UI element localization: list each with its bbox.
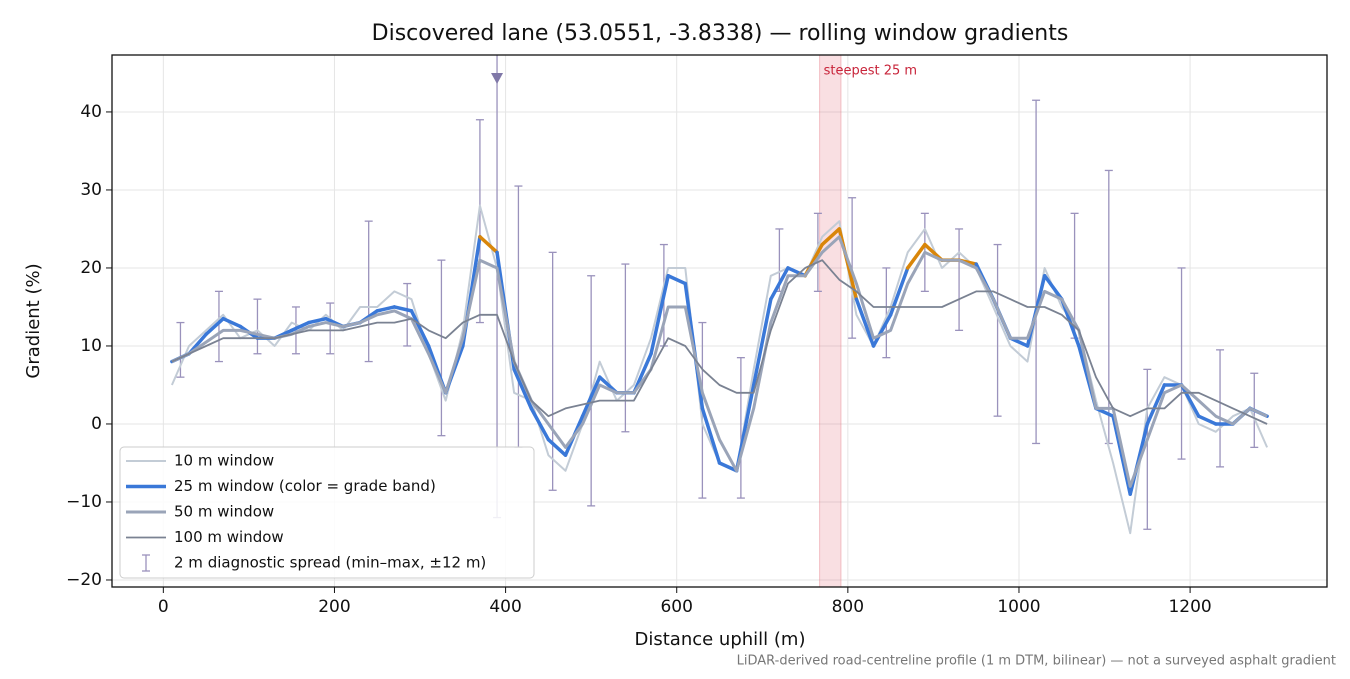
series-line-segment [751,297,773,387]
error-bar [621,263,630,433]
series-line-segment [221,316,243,329]
error-bar [993,243,1002,417]
error-bar [736,357,745,499]
series-line-segment [478,235,499,255]
error-bar [326,302,335,355]
x-tick-label: 200 [318,597,350,617]
highlight-band [819,55,842,587]
series-line-segment [666,274,688,286]
y-tick-label: −20 [66,570,102,590]
x-tick-label: 400 [489,597,521,617]
y-tick-label: −10 [66,492,102,512]
axes-frame [111,54,1328,588]
x-tick-label: 800 [832,597,864,617]
series-line-segment [307,316,328,325]
legend-label: 50 m window [174,503,274,521]
series-line-segment [546,437,568,457]
series-line-segment [512,367,534,411]
y-tick-label: 30 [80,180,102,200]
series-line-segment [632,352,653,395]
series-line-segment [820,227,842,247]
series-line-segment [649,274,670,356]
series-line-segment [905,242,927,270]
y-tick-label: 20 [80,258,102,278]
x-tick-label: 1000 [997,597,1040,617]
error-bar [955,228,964,332]
highlight-label: steepest 25 m [824,64,917,79]
legend-box [119,446,535,579]
series-line-segment [1042,274,1064,301]
y-axis-label: Gradient (%) [23,263,44,378]
series-line-segment [289,320,311,333]
y-tick-label: 0 [91,414,102,434]
series-line-segment [1196,414,1218,426]
series-line-segment [700,406,722,465]
error-bar [403,282,412,347]
series-line-segment [854,297,876,348]
chart-title: Discovered lane (53.0551, -3.8338) — rol… [372,21,1069,46]
series-line [171,259,1268,425]
series-line-segment [717,461,739,473]
error-bar [291,306,300,355]
series-line [171,235,1268,488]
series-line-segment [204,316,225,337]
series-line-segment [375,305,397,313]
series-line-segment [409,309,431,348]
series-line-segment [871,313,893,348]
error-bar [475,119,484,324]
error-bar [214,290,223,363]
legend-label: 2 m diagnostic spread (min–max, ±12 m) [174,554,486,572]
x-axis-label: Distance uphill (m) [635,629,806,650]
error-bar [1032,99,1041,445]
error-bar [1177,267,1186,460]
legend-label: 100 m window [174,528,284,546]
legend-label: 25 m window (color = grade band) [174,477,436,495]
error-bar [176,321,185,378]
series-line-segment [392,305,414,313]
x-tick-label: 0 [158,597,169,617]
error-bar [1216,349,1225,468]
legend-label: 10 m window [174,452,274,470]
y-tick-label: 40 [80,102,102,122]
error-bar [1104,169,1113,445]
error-bar [882,267,891,359]
x-tick-label: 600 [660,597,692,617]
error-bar [548,251,557,491]
x-tick-label: 1200 [1168,597,1211,617]
footnote: LiDAR-derived road-centreline profile (1… [737,654,1336,669]
error-bar [1143,368,1152,530]
error-bar [437,259,446,437]
y-tick-label: 10 [80,336,102,356]
legend: 10 m window 25 m window (color = grade ba… [119,446,535,579]
error-bar [364,220,373,363]
clip-marker [491,73,504,84]
error-bar [253,298,262,355]
series-line-segment [529,406,551,442]
series-line-segment [580,375,602,418]
plot-area [170,55,1269,587]
series-line-segment [1145,383,1167,426]
series-line-segment [1111,414,1132,496]
axes: 0 200 400 600 800 1000 1200 −20 −10 0 10 20 30 40 [66,102,1212,617]
series-line-segment [769,266,790,301]
series-line-segment [1179,383,1201,418]
